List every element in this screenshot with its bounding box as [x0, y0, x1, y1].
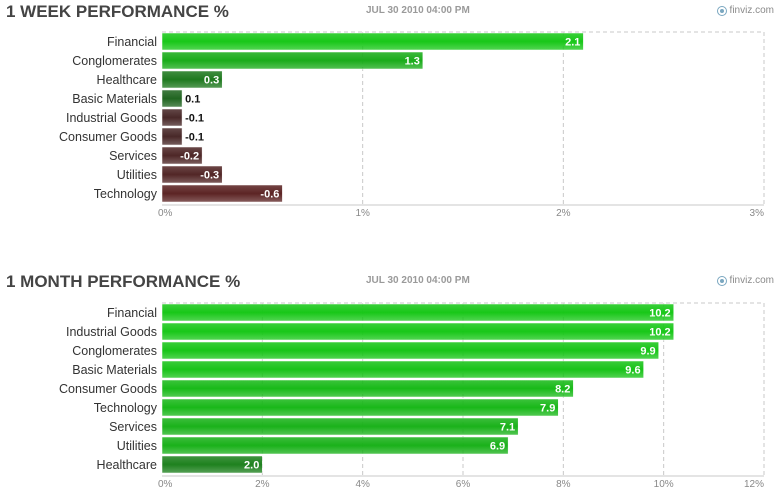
value-label: 6.9 — [490, 441, 505, 453]
bar[interactable] — [161, 341, 659, 360]
category-label: Industrial Goods — [66, 325, 157, 339]
credit-text: finviz.com — [729, 275, 774, 286]
value-label: 9.6 — [625, 365, 640, 377]
bar[interactable] — [161, 165, 223, 184]
panel-title: 1 WEEK PERFORMANCE % — [6, 2, 229, 21]
credit-text: finviz.com — [729, 5, 774, 16]
bar[interactable] — [161, 184, 283, 203]
panel-title: 1 MONTH PERFORMANCE % — [6, 272, 241, 291]
category-label: Industrial Goods — [66, 111, 157, 125]
category-label: Services — [109, 420, 157, 434]
value-label: 0.3 — [204, 75, 219, 87]
bar[interactable] — [161, 379, 574, 398]
value-label: 9.9 — [640, 346, 655, 358]
category-label: Services — [109, 149, 157, 163]
value-label: 7.1 — [500, 422, 515, 434]
bar[interactable] — [161, 455, 263, 474]
credit-link[interactable]: finviz.com — [716, 275, 774, 286]
value-label: 8.2 — [555, 384, 570, 396]
category-label: Utilities — [117, 168, 157, 182]
value-label: 10.2 — [649, 308, 670, 320]
x-tick-label: 2% — [255, 479, 270, 490]
bar[interactable] — [161, 398, 559, 417]
category-label: Financial — [107, 35, 157, 49]
bar[interactable] — [161, 70, 223, 89]
category-label: Basic Materials — [72, 92, 157, 106]
x-tick-label: 1% — [355, 208, 370, 219]
bar[interactable] — [161, 89, 183, 108]
week-performance-chart: 0% 1% 2% 3% Financial 2.1 Conglomerates 1.3 Heal… — [59, 31, 765, 219]
category-label: Conglomerates — [72, 344, 157, 358]
bar[interactable] — [161, 360, 644, 379]
category-label: Consumer Goods — [59, 130, 157, 144]
category-label: Conglomerates — [72, 54, 157, 68]
bar[interactable] — [161, 146, 203, 165]
x-tick-label: 0% — [158, 479, 173, 490]
category-label: Financial — [107, 306, 157, 320]
category-label: Healthcare — [97, 458, 157, 472]
finviz-logo-icon — [716, 275, 727, 286]
value-label: 10.2 — [649, 327, 670, 339]
month-performance-chart: 0% 2% 4% 6% 8% 10% 12% Financial 10.2 Industrial … — [59, 302, 765, 490]
credit-link[interactable]: finviz.com — [716, 5, 774, 16]
bar[interactable] — [161, 322, 674, 341]
bar[interactable] — [161, 303, 674, 322]
x-tick-label: 3% — [750, 208, 765, 219]
finviz-logo-icon — [716, 5, 727, 16]
value-label: 1.3 — [405, 56, 420, 68]
bar[interactable] — [161, 32, 584, 51]
x-tick-label: 2% — [556, 208, 571, 219]
category-label: Technology — [94, 187, 158, 201]
x-tick-label: 8% — [556, 479, 571, 490]
bar[interactable] — [161, 127, 183, 146]
bar[interactable] — [161, 108, 183, 127]
value-label: 7.9 — [540, 403, 555, 415]
value-label: -0.3 — [200, 170, 219, 182]
x-tick-label: 4% — [355, 479, 370, 490]
value-label: 0.1 — [185, 94, 200, 106]
value-label: -0.1 — [185, 113, 204, 125]
x-tick-label: 6% — [456, 479, 471, 490]
panel-date: JUL 30 2010 04:00 PM — [366, 275, 470, 286]
category-label: Technology — [94, 401, 158, 415]
bar[interactable] — [161, 51, 424, 70]
category-label: Basic Materials — [72, 363, 157, 377]
x-tick-label: 10% — [654, 479, 674, 490]
bar[interactable] — [161, 436, 509, 455]
value-label: 2.1 — [565, 37, 580, 49]
value-label: -0.2 — [180, 151, 199, 163]
category-label: Utilities — [117, 439, 157, 453]
bar[interactable] — [161, 417, 519, 436]
value-label: -0.1 — [185, 132, 204, 144]
value-label: -0.6 — [260, 189, 279, 201]
x-tick-label: 12% — [744, 479, 764, 490]
x-tick-label: 0% — [158, 208, 173, 219]
value-label: 2.0 — [244, 460, 259, 472]
category-label: Consumer Goods — [59, 382, 157, 396]
category-label: Healthcare — [97, 73, 157, 87]
panel-date: JUL 30 2010 04:00 PM — [366, 5, 470, 16]
